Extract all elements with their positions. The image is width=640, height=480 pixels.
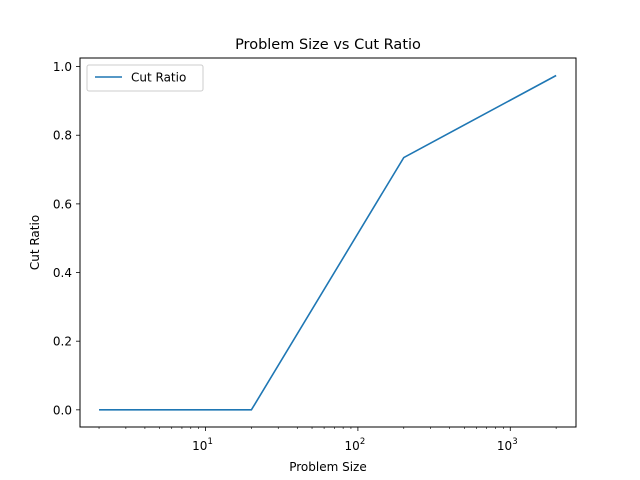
y-tick-label: 0.2 bbox=[53, 335, 72, 349]
legend: Cut Ratio bbox=[86, 64, 204, 92]
y-tick-label: 0.4 bbox=[53, 266, 72, 280]
x-tick-label: 103 bbox=[497, 437, 518, 453]
y-axis: 0.0 0.2 0.4 0.6 0.8 1.0 bbox=[53, 60, 80, 417]
x-tick-label: 102 bbox=[345, 437, 366, 453]
chart-title: Problem Size vs Cut Ratio bbox=[235, 37, 421, 53]
series-line-0 bbox=[99, 74, 557, 411]
y-tick-label: 0.0 bbox=[53, 403, 72, 417]
legend-label: Cut Ratio bbox=[131, 71, 186, 85]
y-axis-label: Cut Ratio bbox=[28, 215, 42, 270]
plot-area bbox=[99, 74, 557, 411]
x-axis-label: Problem Size bbox=[289, 460, 367, 474]
x-tick-label: 101 bbox=[192, 437, 213, 453]
legend-frame bbox=[86, 64, 204, 92]
y-tick-label: 0.6 bbox=[53, 197, 72, 211]
x-axis: 101 102 103 bbox=[98, 427, 557, 453]
y-tick-label: 1.0 bbox=[53, 60, 72, 74]
y-tick-label: 0.8 bbox=[53, 129, 72, 143]
axes-frame bbox=[79, 57, 577, 428]
